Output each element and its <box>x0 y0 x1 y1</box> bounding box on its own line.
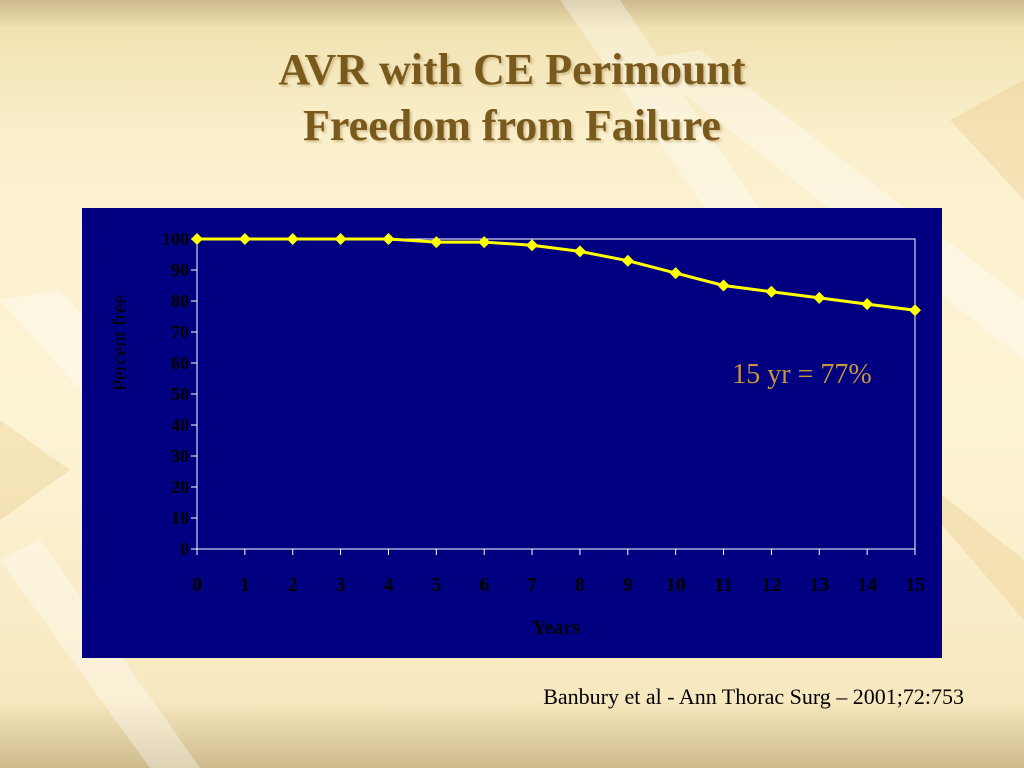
y-tick-labels: 0 10 20 30 40 50 60 70 80 90 100 <box>162 229 189 559</box>
x-tick-label: 9 <box>623 574 633 596</box>
x-tick-label: 0 <box>192 574 202 596</box>
data-point <box>286 233 299 245</box>
x-tick-labels: 0 1 2 3 4 5 6 7 8 9 10 11 12 13 14 15 <box>192 574 925 596</box>
y-tick-label: 40 <box>171 415 189 435</box>
chart-axes <box>191 238 916 555</box>
y-tick-label: 20 <box>171 477 189 497</box>
x-tick-label: 6 <box>479 574 489 596</box>
y-tick-label: 30 <box>171 446 189 466</box>
x-tick-label: 12 <box>761 574 781 596</box>
y-tick-label: 90 <box>171 260 189 280</box>
data-point <box>478 236 491 249</box>
y-tick-label: 0 <box>180 539 189 559</box>
data-point <box>334 233 347 245</box>
data-point <box>430 236 443 249</box>
x-tick-label: 8 <box>575 574 585 596</box>
chart-annotation: 15 yr = 77% <box>732 359 871 390</box>
x-tick-label: 10 <box>666 574 686 596</box>
title-line-1: AVR with CE Perimount <box>278 45 746 94</box>
chart-panel: 0 10 20 30 40 50 60 70 80 90 100 0 1 2 3 4 5 6 7 8 9 10 11 12 1… <box>82 208 942 658</box>
data-point <box>717 279 730 292</box>
x-tick-label: 11 <box>714 574 733 596</box>
y-tick-label: 80 <box>171 291 189 311</box>
data-point <box>765 285 778 298</box>
x-tick-label: 13 <box>809 574 829 596</box>
data-point <box>382 233 395 245</box>
citation: Banbury et al - Ann Thorac Surg – 2001;7… <box>543 684 964 709</box>
series-markers <box>191 233 921 317</box>
x-tick-label: 4 <box>383 574 393 596</box>
y-tick-label: 50 <box>171 384 189 404</box>
data-point <box>861 298 874 311</box>
y-tick-label: 10 <box>171 508 189 528</box>
x-tick-label: 15 <box>905 574 925 596</box>
slide-title: AVR with CE Perimount Freedom from Failu… <box>0 42 1024 154</box>
y-axis-label: Percent free <box>109 295 131 391</box>
x-tick-label: 7 <box>527 574 537 596</box>
data-point <box>526 239 539 252</box>
data-point <box>621 254 634 267</box>
data-point <box>813 291 826 304</box>
y-tick-label: 70 <box>171 322 189 342</box>
data-point <box>191 233 203 245</box>
series-line <box>197 237 916 312</box>
y-tick-label: 60 <box>171 353 189 373</box>
x-tick-label: 5 <box>431 574 441 596</box>
plot-frame <box>196 238 916 550</box>
title-line-2: Freedom from Failure <box>303 101 721 150</box>
x-tick-label: 1 <box>240 574 250 596</box>
data-point <box>669 267 682 280</box>
data-point <box>238 233 251 245</box>
x-tick-label: 3 <box>336 574 346 596</box>
x-axis-label: Years <box>532 617 580 639</box>
y-tick-label: 100 <box>162 229 189 249</box>
data-point <box>573 245 586 258</box>
data-point <box>909 304 921 317</box>
x-tick-label: 14 <box>857 574 877 596</box>
x-tick-label: 2 <box>288 574 298 596</box>
